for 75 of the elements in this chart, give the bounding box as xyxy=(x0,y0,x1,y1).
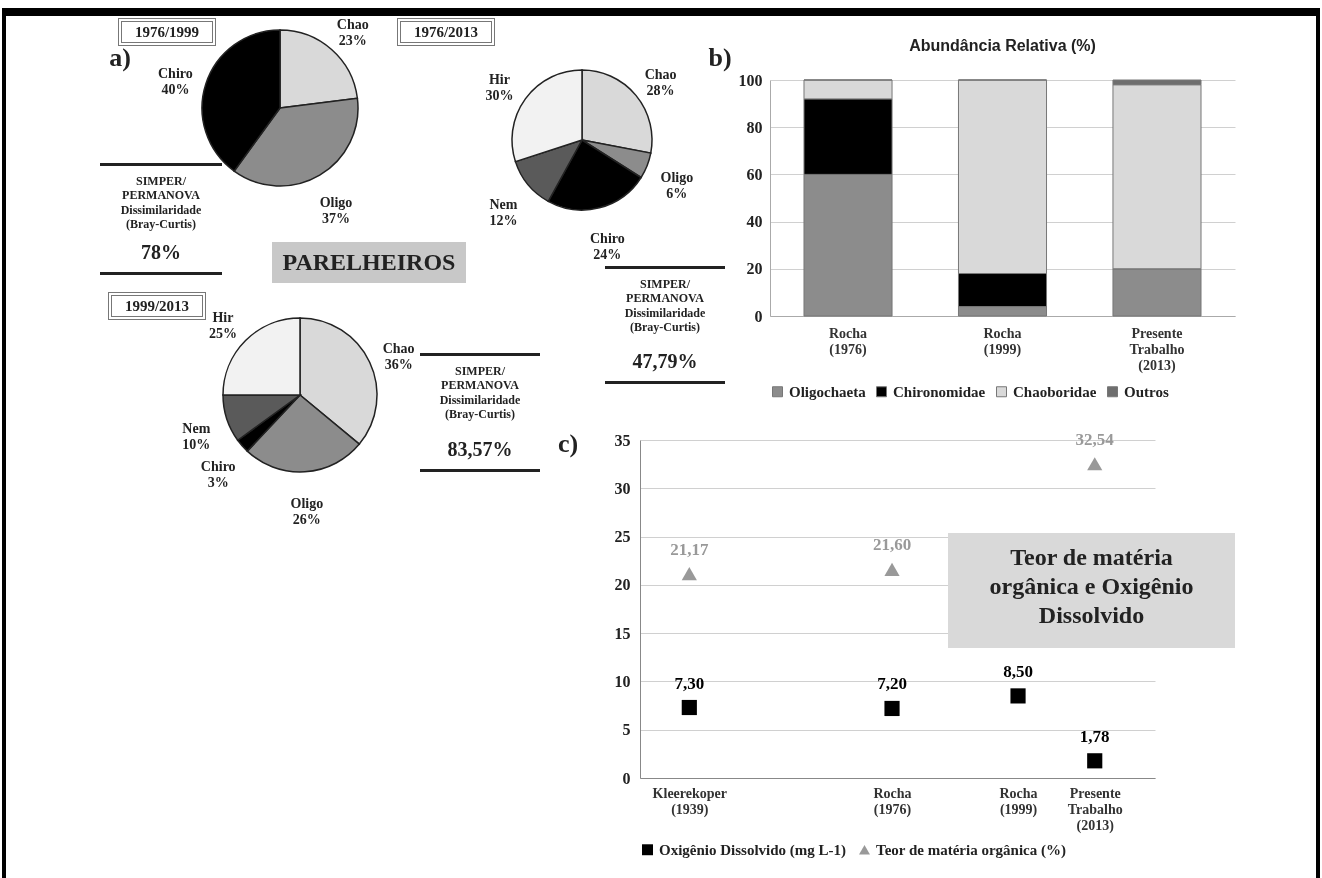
chart-title: 1976/2013 xyxy=(397,18,495,46)
slice-label: Chiro xyxy=(589,230,625,246)
x-tick-label: Rocha (1999) xyxy=(999,785,1038,818)
y-tick-label: 20 xyxy=(746,260,763,278)
data-label: 7,30 xyxy=(674,673,705,693)
data-label: 32,54 xyxy=(1075,429,1115,449)
slice-label: Nem xyxy=(489,197,518,213)
data-label: 37% xyxy=(321,210,350,226)
legend-label: Chaoboridae xyxy=(1013,383,1097,400)
x-tick-label: Rocha (1999) xyxy=(983,325,1022,358)
y-tick-label: 25 xyxy=(614,528,631,546)
slice-label: Chao xyxy=(336,17,369,33)
x-tick-label: Rocha (1976) xyxy=(873,785,912,818)
y-tick-label: 60 xyxy=(746,165,763,183)
title-panel: Teor de matéria orgânica e Oxigênio Dissolvido xyxy=(948,533,1235,648)
slice-label: Chiro xyxy=(200,459,236,475)
slice-label: Nem xyxy=(182,420,211,436)
chart-title: Abundância Relativa (%) xyxy=(909,37,1096,54)
data-label: 23% xyxy=(338,33,367,49)
slice-label: Oligo xyxy=(319,194,353,210)
y-tick-label: 40 xyxy=(746,213,763,231)
text: c) xyxy=(556,428,580,460)
y-tick-label: 30 xyxy=(614,479,631,497)
data-label: 12% xyxy=(489,213,518,229)
data-label: 6% xyxy=(666,185,688,201)
data-label: 21,60 xyxy=(872,535,912,555)
text: 78% xyxy=(100,240,222,275)
y-tick-label: 100 xyxy=(738,71,763,89)
x-tick-label: Presente Trabalho (2013) xyxy=(1067,785,1123,834)
text: SIMPER/ PERMANOVA Dissimilaridade (Bray-Curtis) xyxy=(100,163,222,232)
data-label: 24% xyxy=(593,246,622,262)
y-tick-label: 10 xyxy=(614,672,631,690)
legend-label: Chironomidae xyxy=(893,383,986,400)
slice-label: Hir xyxy=(212,309,234,325)
y-tick-label: 20 xyxy=(614,576,631,594)
slice-label: Oligo xyxy=(290,495,324,511)
data-label: 40% xyxy=(161,82,190,98)
slice-label: Chao xyxy=(382,340,415,356)
data-label: 3% xyxy=(207,475,229,491)
slice-label: Oligo xyxy=(660,169,694,185)
chart-title: 1999/2013 xyxy=(108,292,206,320)
data-label: 26% xyxy=(292,511,321,527)
legend-label: Teor de matéria orgânica (%) xyxy=(876,841,1066,859)
chart-title: 1976/1999 xyxy=(134,24,200,40)
text: 83,57% xyxy=(420,437,540,472)
legend-label: Oxigênio Dissolvido (mg L-1) xyxy=(659,841,847,859)
data-label: 21,17 xyxy=(670,539,709,559)
x-tick-label: Rocha (1976) xyxy=(828,325,868,358)
text: a) xyxy=(108,42,132,74)
y-tick-label: 80 xyxy=(746,118,763,136)
legend-label: Outros xyxy=(1124,383,1169,400)
y-tick-label: 15 xyxy=(614,624,631,642)
text: b) xyxy=(707,42,733,74)
data-label: 25% xyxy=(208,325,237,341)
slice-label: Chao xyxy=(644,66,677,82)
text: 47,79% xyxy=(605,349,725,384)
slice-label: Hir xyxy=(488,72,510,88)
x-tick-label: Kleerekoper (1939) xyxy=(652,785,727,818)
y-tick-label: 0 xyxy=(754,307,763,325)
data-label: 36% xyxy=(384,356,413,372)
slice-label: Chiro xyxy=(158,66,193,82)
text: PARELHEIROS xyxy=(272,242,466,283)
data-label: 30% xyxy=(485,88,514,104)
y-tick-label: 35 xyxy=(614,431,631,449)
data-label: 7,20 xyxy=(877,674,907,694)
text: SIMPER/ PERMANOVA Dissimilaridade (Bray-Curtis) xyxy=(420,353,540,422)
y-tick-label: 0 xyxy=(622,769,631,787)
legend-label: Oligochaeta xyxy=(789,383,867,400)
data-label: 28% xyxy=(646,82,675,98)
data-label: 10% xyxy=(182,436,211,452)
data-label: 1,78 xyxy=(1079,726,1110,746)
y-tick-label: 5 xyxy=(622,721,631,739)
x-tick-label: Presente Trabalho (2013) xyxy=(1129,325,1185,374)
text: SIMPER/ PERMANOVA Dissimilaridade (Bray-Curtis) xyxy=(605,266,725,335)
data-label: 8,50 xyxy=(1003,661,1033,681)
